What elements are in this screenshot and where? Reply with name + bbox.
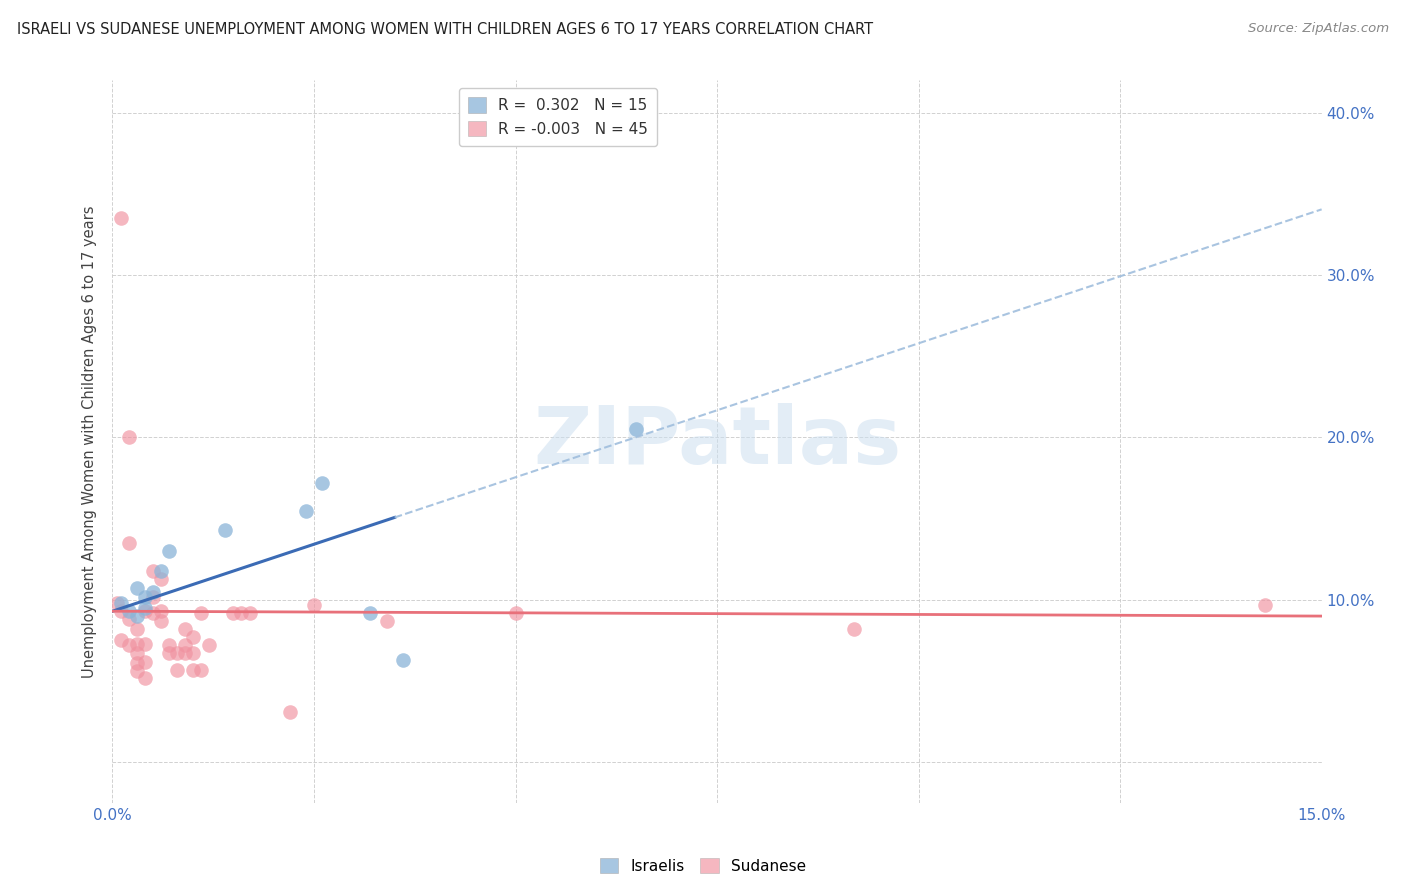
Point: [222, 606, 245, 620]
Point: [125, 647, 148, 661]
Point: [166, 647, 188, 661]
Point: [125, 637, 148, 651]
Point: [125, 582, 148, 596]
Point: [505, 606, 527, 620]
Point: [190, 663, 212, 677]
Y-axis label: Unemployment Among Women with Children Ages 6 to 17 years: Unemployment Among Women with Children A…: [82, 205, 97, 678]
Point: [1254, 598, 1277, 612]
Point: [278, 705, 301, 719]
Point: [157, 544, 180, 558]
Point: [117, 604, 139, 618]
Point: [181, 630, 204, 644]
Text: Source: ZipAtlas.com: Source: ZipAtlas.com: [1249, 22, 1389, 36]
Point: [149, 564, 172, 578]
Point: [181, 663, 204, 677]
Point: [117, 536, 139, 550]
Legend: Israelis, Sudanese: Israelis, Sudanese: [593, 852, 813, 880]
Point: [198, 638, 221, 652]
Point: [842, 622, 865, 636]
Point: [134, 637, 156, 651]
Point: [302, 598, 325, 612]
Point: [125, 622, 148, 636]
Point: [105, 596, 128, 610]
Point: [110, 211, 132, 226]
Point: [134, 671, 156, 685]
Point: [149, 614, 172, 628]
Point: [157, 638, 180, 652]
Point: [295, 503, 318, 517]
Point: [142, 590, 165, 604]
Point: [134, 601, 156, 615]
Point: [190, 606, 212, 620]
Point: [125, 656, 148, 670]
Point: [142, 606, 165, 620]
Point: [238, 606, 260, 620]
Point: [117, 430, 139, 444]
Point: [149, 604, 172, 618]
Point: [134, 590, 156, 604]
Text: ISRAELI VS SUDANESE UNEMPLOYMENT AMONG WOMEN WITH CHILDREN AGES 6 TO 17 YEARS CO: ISRAELI VS SUDANESE UNEMPLOYMENT AMONG W…: [17, 22, 873, 37]
Point: [181, 647, 204, 661]
Point: [626, 422, 648, 436]
Legend: R =  0.302   N = 15, R = -0.003   N = 45: R = 0.302 N = 15, R = -0.003 N = 45: [458, 88, 658, 146]
Point: [166, 663, 188, 677]
Point: [214, 523, 236, 537]
Point: [174, 647, 197, 661]
Text: ZIPatlas: ZIPatlas: [533, 402, 901, 481]
Point: [142, 584, 165, 599]
Point: [391, 653, 413, 667]
Point: [311, 475, 333, 490]
Point: [125, 665, 148, 679]
Point: [157, 647, 180, 661]
Point: [110, 633, 132, 648]
Point: [375, 614, 398, 628]
Point: [359, 606, 381, 620]
Point: [174, 638, 197, 652]
Point: [134, 604, 156, 618]
Point: [149, 572, 172, 586]
Point: [142, 564, 165, 578]
Point: [134, 655, 156, 669]
Point: [174, 622, 197, 636]
Point: [117, 612, 139, 626]
Point: [231, 606, 253, 620]
Point: [110, 596, 132, 610]
Point: [110, 604, 132, 618]
Point: [125, 609, 148, 624]
Point: [117, 638, 139, 652]
